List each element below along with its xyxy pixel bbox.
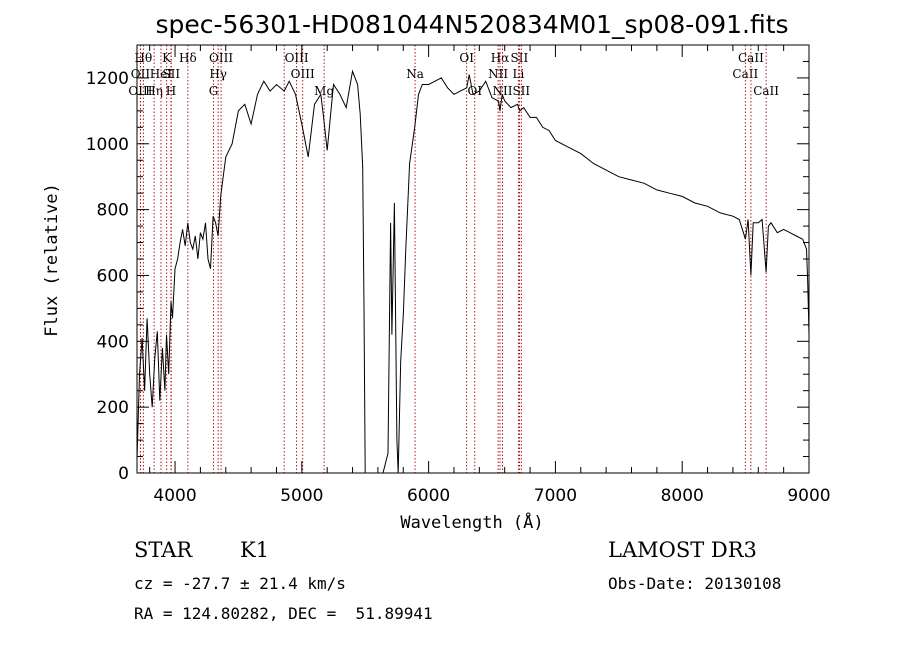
spectral-line-label: K [162,51,172,65]
object-subclass: K1 [240,538,270,562]
y-tick-label: 800 [97,201,129,221]
spectral-line-label: Hγ [209,67,227,81]
y-tick-label: 200 [97,398,129,418]
spectral-line-label: NII [488,67,508,81]
observation-date: Obs-Date: 20130108 [608,574,782,593]
spectral-line-label: NII [493,84,513,98]
spectral-line-label: OI [467,84,482,98]
spectrum-series [136,69,810,474]
spectral-line-label: OIII [285,51,309,65]
y-tick-label: 600 [97,266,129,286]
ra-dec-coordinates: RA = 124.80282, DEC = 51.89941 [134,604,433,623]
spectral-line-label: OIII [128,84,152,98]
spectral-line-label: Hη [145,84,163,98]
spectral-line-label: CaII [732,67,758,81]
axis-ticks: 4000 5000 6000 7000 8000 9000 0 200 400 600 800 100… [86,45,831,506]
spectral-line-label: CaII [753,84,779,98]
y-tick-label: 1200 [86,69,129,89]
spectral-line-label: SII [511,51,529,65]
chart-title: spec-56301-HD081044N520834M01_sp08-091.f… [155,10,788,39]
spectral-line-label: SII [162,67,180,81]
y-tick-label: 1000 [86,135,129,155]
x-tick-label: 5000 [280,486,323,506]
redshift-cz: cz = -27.7 ± 21.4 km/s [134,574,346,593]
spectral-line-label: CaII [738,51,764,65]
spectral-line-label: OIII [209,51,233,65]
x-tick-label: 4000 [153,486,196,506]
spectral-line-label: G [209,84,219,98]
y-axis-label: Flux (relative) [42,183,62,337]
y-tick-label: 400 [97,332,129,352]
spectral-line-label: Hδ [179,51,197,65]
x-tick-label: 8000 [661,486,704,506]
spectral-line-label: OIII [291,67,315,81]
spectral-line-label: Li [512,67,524,81]
x-tick-label: 7000 [534,486,577,506]
object-class: STAR [134,538,193,562]
survey-name: LAMOST DR3 [608,538,757,562]
plot-frame [136,44,810,474]
spectral-line-label: OI [459,51,474,65]
spectral-line-markers: HθOIIOIIIHηHeIKHSIIHδGHγOIIIOIIIOIIIMgNa… [128,45,779,473]
x-tick-label: 9000 [787,486,830,506]
x-axis-label: Wavelength (Å) [400,511,543,533]
x-tick-label: 6000 [407,486,450,506]
spectral-line-label: Mg [314,84,334,98]
spectral-line-label: SII [512,84,530,98]
spectral-line-label: Na [406,67,424,81]
y-tick-label: 0 [118,464,129,484]
spectral-line-label: Hα [491,51,510,65]
